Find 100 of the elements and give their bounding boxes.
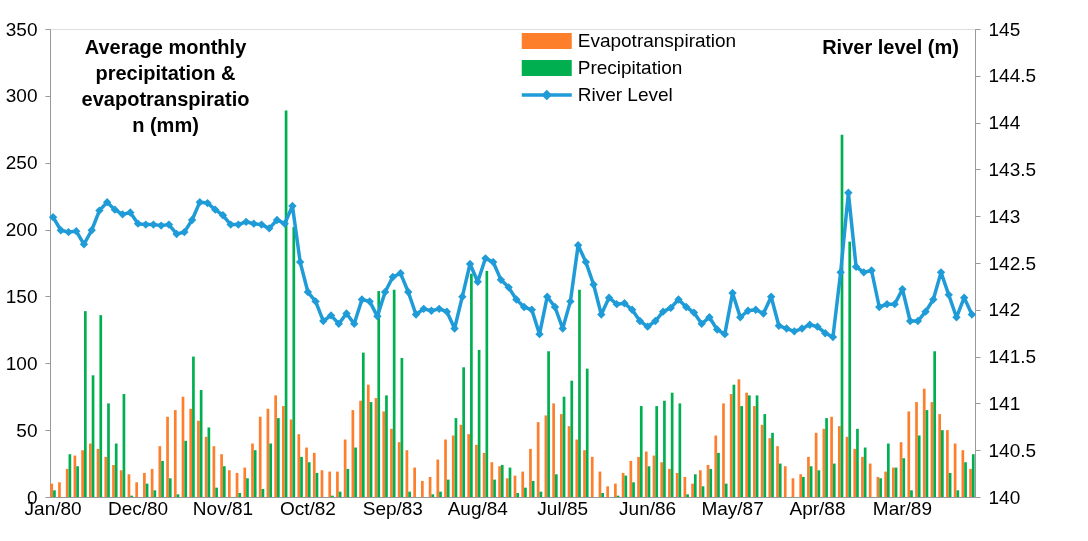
y2-tick-label: 143.5 [988,158,1037,180]
bar [740,406,743,497]
bar [902,458,906,497]
bar [915,402,918,497]
x-tick-label: Jul/85 [537,497,589,519]
bar [88,443,92,497]
bar [58,482,61,497]
y-tick-label: 250 [5,152,38,174]
bar [336,471,339,497]
bar [135,482,139,497]
legend-label: Evapotranspiration [577,30,737,51]
bar [668,468,671,497]
bar [312,452,316,497]
bar [614,483,617,497]
bar [907,411,911,497]
bar [778,463,782,497]
bar [536,422,540,497]
bar [655,406,659,497]
y2-tick-label: 143 [988,205,1021,227]
bar [917,435,921,497]
bar [451,435,455,497]
bar [933,351,937,497]
x-tick-label: Oct/82 [279,497,336,519]
x-tick-label: Aug/84 [447,497,509,519]
bar [768,438,772,497]
bar [192,356,195,497]
bar [346,468,350,497]
bar [439,491,442,497]
bar [832,463,836,497]
bar [189,408,193,497]
bar [583,450,586,497]
y2-tick-label: 141.5 [988,346,1037,368]
legend-label: River Level [577,84,673,105]
bar [382,411,386,497]
bar [114,443,118,497]
bar [168,478,172,497]
y2-tick-label: 144 [988,112,1021,134]
bar [825,418,828,497]
bar [300,456,303,497]
bar [392,289,396,497]
bar [251,443,254,497]
bar [158,446,162,497]
bar [307,462,311,497]
bar [629,460,633,497]
bar [590,456,594,497]
bar [143,472,146,497]
bar [470,273,473,497]
x-tick-label: May/87 [701,497,764,519]
bar [354,447,357,497]
x-tick-label: Sep/83 [362,497,423,519]
bar [53,490,56,497]
bar [554,474,558,497]
bar [783,466,787,497]
bar [964,462,967,497]
bar [215,487,218,497]
y2-axis-title: River level (m) [822,35,959,58]
x-tick-label: Apr/88 [789,497,846,519]
bar [119,470,123,497]
bar [227,470,231,497]
x-tick-label: Jun/86 [619,497,677,519]
bar [552,403,555,497]
bar [637,456,640,497]
bar [462,367,466,497]
bar [601,492,604,497]
bar [969,468,972,497]
y2-tick-label: 142 [988,299,1021,321]
bar [644,451,648,497]
bar [104,456,108,497]
bar [686,494,689,497]
bar [529,448,532,497]
bar [521,471,525,497]
bar [490,462,494,497]
bar [173,410,177,497]
y2-tick-label: 145 [988,18,1021,40]
y-tick-label: 350 [5,18,38,40]
bar [830,416,833,497]
bar [397,442,401,497]
bar [971,454,975,497]
y-tick-label: 100 [5,352,38,374]
bar [776,446,779,497]
bar [222,466,226,497]
bar [585,368,589,497]
bar [436,459,440,497]
bar [390,428,393,497]
bar [83,311,87,497]
bar [956,490,960,497]
x-tick-label: Nov/81 [192,497,254,519]
bar [444,439,447,497]
bar [431,494,435,497]
bar [663,400,666,497]
bar [938,414,942,497]
y-axis-title: Average monthly precipitation & evapotranspiration (mm) [81,35,250,136]
bar [485,271,489,497]
bar [559,414,563,497]
bar [693,474,697,497]
bar [76,466,79,497]
bar [269,443,272,497]
bar [691,483,694,497]
bar [856,428,859,497]
bar [475,444,478,497]
